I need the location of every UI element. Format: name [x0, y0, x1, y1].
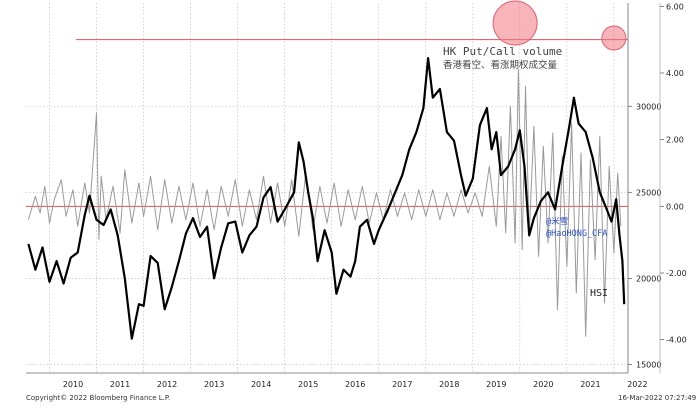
x-tick-label: 2014: [251, 380, 271, 389]
hsi-series-line: [27, 57, 626, 340]
highlight-circle: [601, 25, 627, 51]
x-tick-label: 2010: [63, 380, 83, 389]
x-tick-label: 2019: [486, 380, 506, 389]
timestamp-text: 16-Mar-2022 07:27:49: [618, 394, 696, 402]
legend-title: HK Put/Call volume: [443, 45, 562, 58]
x-tick-label: 2015: [298, 380, 318, 389]
copyright-text: Copyright© 2022 Bloomberg Finance L.P.: [26, 394, 170, 402]
outer-tick-label: 20000: [636, 274, 661, 283]
x-tick-label: 2013: [204, 380, 224, 389]
outer-tick-label: 30000: [636, 102, 661, 111]
watermark-line-2: @HaoHONG_CFA: [546, 229, 607, 239]
series-layer: [27, 57, 626, 340]
x-tick-label: 2020: [533, 380, 553, 389]
right-inner-axis-ticks: -4.00 -2.00 0.00 2.00 4.00 6.00: [659, 2, 687, 373]
inner-tick-label: 0.00: [666, 202, 684, 211]
outer-tick-label: 25000: [636, 188, 661, 197]
x-tick-label: 2017: [392, 380, 412, 389]
inner-tick-label: 4.00: [666, 69, 684, 78]
right-outer-axis-ticks: 15000 20000 25000 30000: [628, 102, 661, 369]
x-tick-label: 2011: [110, 380, 130, 389]
watermark-line-1: @米雪: [546, 216, 568, 227]
x-axis-ticks: 2010 2011 2012 2013 2014 2015 2016 2017 2018 2019…: [63, 380, 648, 389]
inner-tick-label: 6.00: [666, 2, 684, 11]
x-tick-label: 2018: [439, 380, 459, 389]
inner-tick-label: -2.00: [666, 269, 687, 278]
highlight-circles: [492, 0, 627, 51]
inner-tick-label: 2.00: [666, 136, 684, 145]
x-tick-label: 2022: [627, 380, 647, 389]
outer-tick-label: 15000: [636, 360, 661, 369]
x-tick-label: 2016: [345, 380, 365, 389]
hsi-label: HSI: [590, 288, 608, 299]
legend-subtitle: 香港看空、看涨期权成交量: [443, 59, 558, 71]
x-tick-label: 2021: [580, 380, 600, 389]
highlight-circle: [492, 0, 538, 46]
inner-tick-label: -4.00: [666, 336, 687, 345]
x-tick-label: 2012: [157, 380, 177, 389]
